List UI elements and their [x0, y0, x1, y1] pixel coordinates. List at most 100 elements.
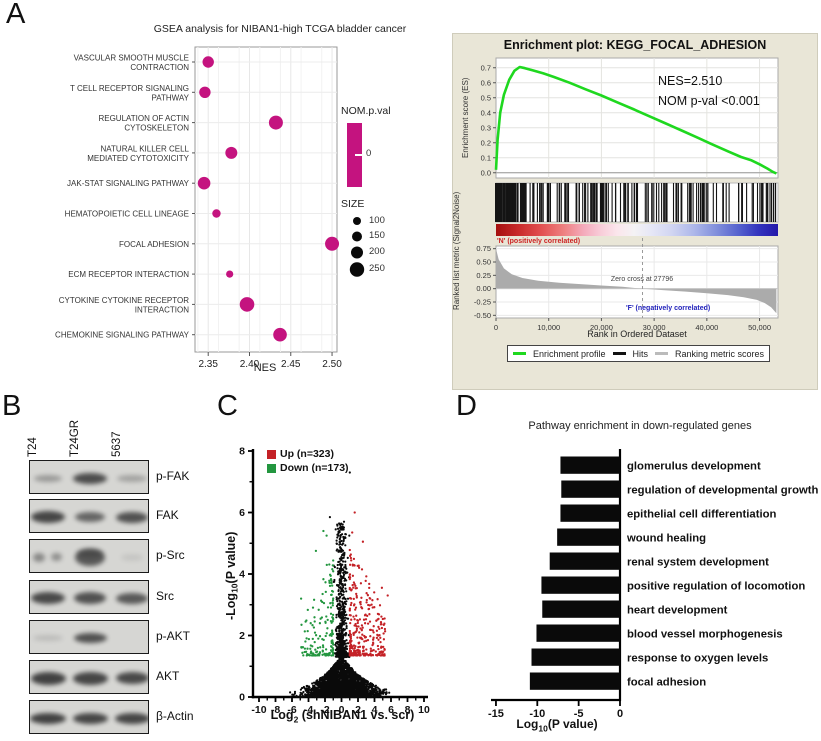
svg-text:blood vessel morphogenesis: blood vessel morphogenesis [627, 629, 783, 641]
down-legend-label: Down (n=173) [280, 462, 349, 474]
dotplot-gridlines [195, 47, 337, 352]
protein-band [30, 671, 66, 685]
pathway-dot [197, 176, 211, 190]
size-legend-title: SIZE [341, 198, 365, 210]
svg-text:4: 4 [239, 569, 245, 581]
svg-text:positive regulation of locomot: positive regulation of locomotion [627, 581, 805, 593]
svg-text:T CELL RECEPTOR SIGNALING: T CELL RECEPTOR SIGNALING [70, 84, 189, 93]
pval-annotation: NOM p-val <0.001 [658, 94, 760, 108]
svg-text:2: 2 [239, 630, 245, 642]
negatively-correlated-label: 'F' (negatively correlated) [626, 305, 711, 312]
svg-text:response to oxygen levels: response to oxygen levels [627, 653, 768, 665]
up-legend-label: Up (n=323) [280, 448, 334, 460]
protein-band [31, 592, 65, 604]
volcano-points-down [299, 529, 335, 657]
blot-p-AKT [29, 620, 149, 654]
svg-text:ECM RECEPTOR INTERACTION: ECM RECEPTOR INTERACTION [68, 270, 189, 279]
blot-Src [29, 580, 149, 614]
svg-text:CYTOSKELETON: CYTOSKELETON [124, 124, 189, 133]
svg-text:JAK-STAT SIGNALING PATHWAY: JAK-STAT SIGNALING PATHWAY [67, 179, 190, 188]
pathway-dot [273, 327, 287, 342]
blot-p-Src [29, 539, 149, 573]
svg-text:PATHWAY: PATHWAY [152, 93, 190, 102]
svg-text:CYTOKINE CYTOKINE RECEPTOR: CYTOKINE CYTOKINE RECEPTOR [59, 296, 189, 305]
svg-text:MEDIATED CYTOTOXICITY: MEDIATED CYTOTOXICITY [87, 154, 189, 163]
panel-label-a: A [6, 0, 26, 30]
pval-colorbar [347, 123, 362, 187]
pathway-bar [541, 576, 620, 594]
pathway-dot [325, 236, 340, 251]
dotplot-panel [194, 46, 338, 353]
panel-label-c: C [217, 390, 238, 422]
size-legend-dot [353, 217, 361, 225]
protein-band [75, 512, 105, 522]
pathway-bar [549, 552, 620, 570]
pathway-bar [529, 672, 620, 690]
colorbar-tick [355, 154, 362, 156]
enrichment-title: Enrichment plot: KEGG_FOCAL_ADHESION [503, 38, 767, 52]
blot-row-label: AKT [156, 669, 180, 683]
svg-text:heart development: heart development [627, 605, 728, 617]
svg-text:epithelial cell differentiatio: epithelial cell differentiation [627, 509, 776, 521]
dotplot-xlabel: NES [253, 362, 277, 374]
lane-label: T24GR [69, 419, 81, 457]
svg-text:2.35: 2.35 [198, 359, 218, 370]
size-legend-label: 200 [369, 246, 385, 257]
size-legend-dot [352, 231, 362, 242]
protein-band [116, 511, 148, 523]
protein-band [73, 633, 107, 643]
barchart-title: Pathway enrichment in down-regulated gen… [528, 420, 752, 432]
blot-row-label: p-AKT [156, 629, 191, 643]
svg-text:regulation of developmental gr: regulation of developmental growth [627, 485, 819, 497]
protein-band [114, 712, 148, 724]
pathway-dot [199, 86, 211, 99]
svg-text:8: 8 [239, 446, 245, 458]
protein-band [31, 511, 65, 523]
es-axis-label: Enrichment score (ES) [461, 77, 470, 159]
blot-FAK [29, 499, 149, 533]
zero-cross-label: Zero cross at 27796 [610, 276, 674, 283]
up-legend-swatch [267, 450, 276, 459]
svg-text:CONTRACTION: CONTRACTION [130, 63, 189, 72]
protein-band [33, 635, 63, 641]
dotplot-title: GSEA analysis for NIBAN1-high TCGA bladd… [153, 23, 407, 35]
volcano-x-axis-label: Log2 (shNIBAN1 vs. scr) [270, 708, 415, 725]
svg-text:HEMATOPOIETIC CELL LINEAGE: HEMATOPOIETIC CELL LINEAGE [65, 210, 189, 219]
svg-text:wound healing: wound healing [626, 533, 706, 545]
volcano-y-axis-label: -Log10(P value) [224, 531, 240, 620]
svg-text:CHEMOKINE SIGNALING PATHWAY: CHEMOKINE SIGNALING PATHWAY [55, 331, 190, 340]
pathway-dot [239, 297, 255, 312]
pval-legend-title: NOM.p.val [341, 105, 391, 117]
blot-row-label: p-FAK [156, 469, 190, 483]
size-legend-label: 150 [369, 230, 385, 241]
svg-text:0: 0 [617, 708, 623, 720]
svg-text:2.50: 2.50 [322, 359, 342, 370]
pathway-dot [225, 146, 238, 159]
legend-hits: Hits [632, 348, 649, 359]
protein-band [121, 553, 143, 561]
size-legend-label: 100 [369, 215, 385, 226]
enrichment-legend: Enrichment profile Hits Ranking metric s… [507, 345, 770, 362]
pathway-bar [536, 624, 620, 642]
protein-band [73, 472, 107, 484]
pathway-bar [560, 456, 620, 474]
blot-row-label: FAK [156, 508, 179, 522]
lane-label: T24 [27, 437, 39, 457]
protein-band [115, 672, 148, 684]
enrichment-profile-dash-icon [512, 352, 526, 355]
dotplot-dots [197, 56, 340, 342]
pathway-bar [561, 480, 620, 498]
nes-annotation: NES=2.510 [658, 74, 723, 88]
svg-text:renal system development: renal system development [627, 557, 769, 569]
protein-band [117, 474, 147, 482]
protein-band [30, 712, 66, 724]
protein-band [74, 592, 106, 604]
blot-row-label: β-Actin [156, 709, 194, 723]
positively-correlated-label: 'N' (positively correlated) [497, 238, 581, 245]
pathway-bar [560, 504, 620, 522]
legend-ranking-metric: Ranking metric scores [675, 348, 765, 359]
blot-β-Actin [29, 700, 149, 734]
blot-row-label: p-Src [156, 548, 185, 562]
panel-label-b: B [2, 390, 22, 422]
pathway-dot [202, 56, 214, 68]
